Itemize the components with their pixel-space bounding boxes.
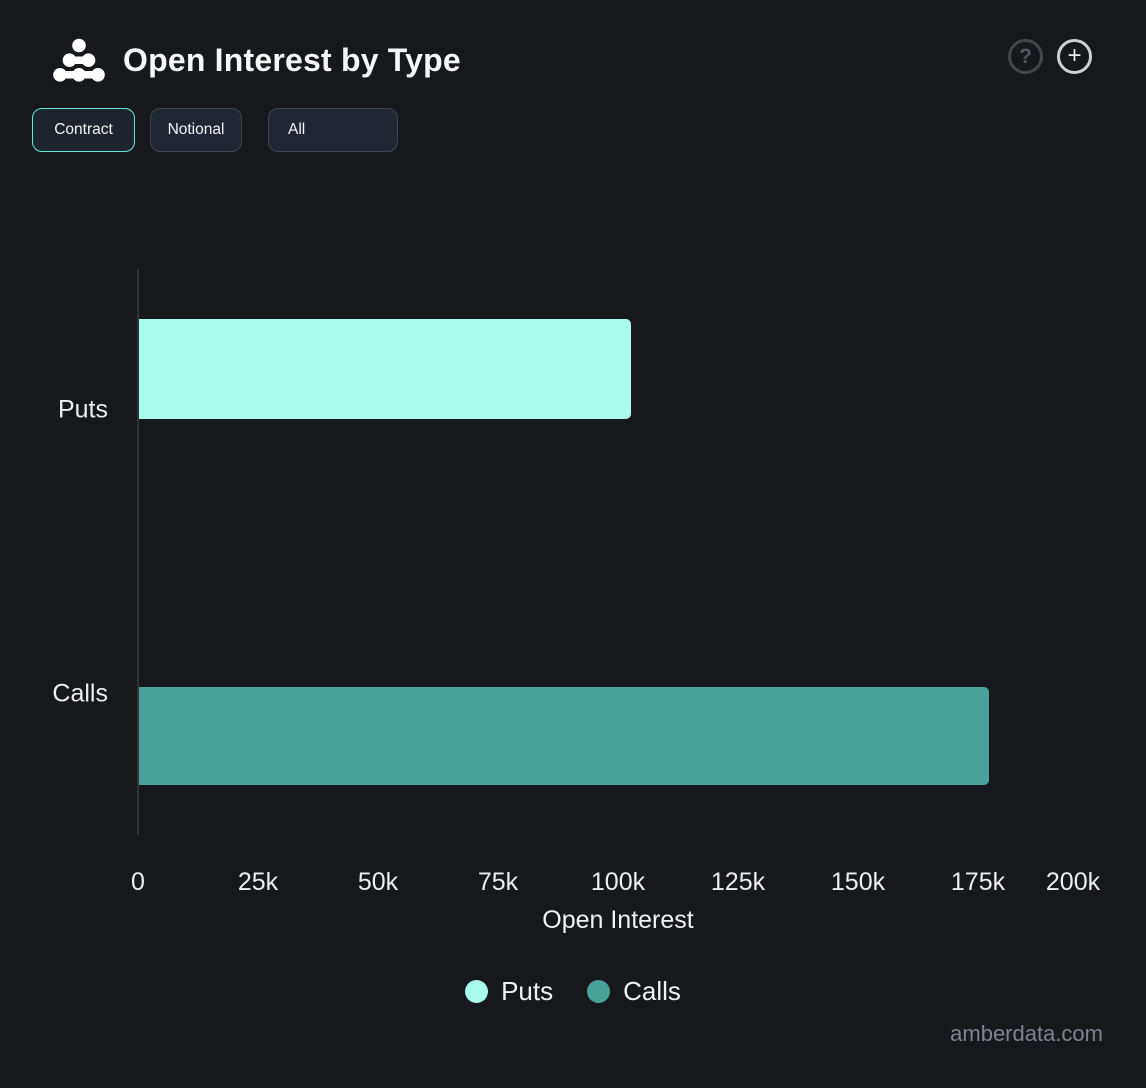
- legend-label: Calls: [623, 976, 681, 1006]
- notional-toggle-button[interactable]: Notional: [150, 108, 242, 152]
- legend-item-puts[interactable]: Puts: [465, 976, 553, 1007]
- x-tick-label: 125k: [710, 868, 766, 896]
- y-category-label-calls: Calls: [52, 679, 108, 708]
- add-button[interactable]: +: [1057, 39, 1092, 74]
- x-axis-title: Open Interest: [542, 906, 694, 934]
- puts-bar[interactable]: [139, 319, 631, 419]
- calls-bar[interactable]: [139, 687, 989, 785]
- legend-label: Puts: [501, 976, 554, 1006]
- x-tick-label: 25k: [237, 868, 279, 896]
- contract-toggle-button[interactable]: Contract: [32, 108, 135, 152]
- x-tick-label: 75k: [477, 868, 519, 896]
- puts-legend-dot-icon: [465, 980, 489, 1003]
- x-tick-label: 175k: [950, 868, 1006, 896]
- chart-legend: Puts Calls: [0, 976, 1146, 1007]
- x-tick-label: 0: [131, 868, 145, 896]
- plus-icon: +: [1067, 41, 1082, 69]
- watermark: amberdata.com: [950, 1021, 1103, 1046]
- bar-chart: [137, 269, 1098, 835]
- x-axis-ticks: 0 25k 50k 75k 100k 125k 150k 175k 200k: [0, 868, 1146, 898]
- y-category-label-puts: Puts: [57, 395, 108, 424]
- legend-item-calls[interactable]: Calls: [587, 976, 681, 1007]
- question-mark-icon: ?: [1019, 44, 1032, 68]
- cluster-icon: [53, 38, 105, 82]
- x-tick-label: 200k: [1045, 868, 1101, 896]
- toolbar: Contract Notional All: [32, 108, 398, 152]
- x-tick-label: 150k: [830, 868, 886, 896]
- page-title: Open Interest by Type: [123, 41, 461, 78]
- calls-legend-dot-icon: [587, 980, 611, 1003]
- header: Open Interest by Type: [52, 36, 461, 84]
- filter-all-dropdown[interactable]: All: [268, 108, 398, 152]
- help-button[interactable]: ?: [1008, 39, 1043, 74]
- y-axis-line: [137, 269, 139, 835]
- x-tick-label: 100k: [590, 868, 646, 896]
- x-tick-label: 50k: [357, 868, 399, 896]
